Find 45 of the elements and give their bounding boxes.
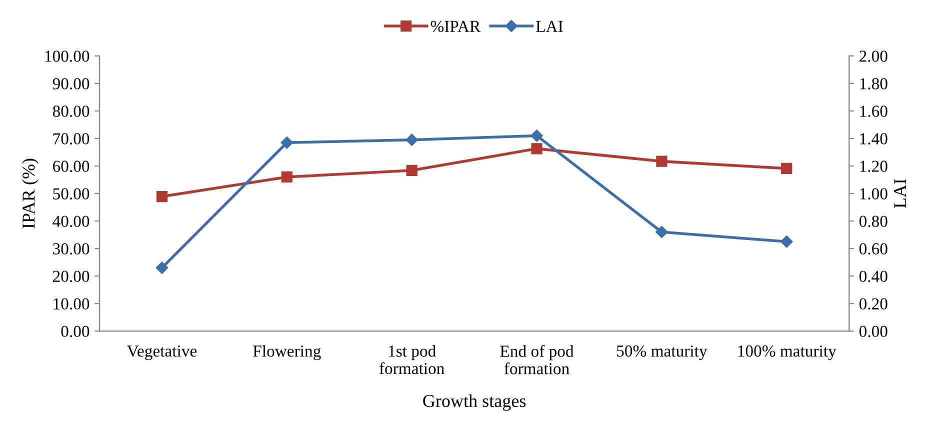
y2-tick-label: 1.60 <box>860 106 888 117</box>
y2-tick-label: 1.00 <box>860 188 888 200</box>
y2-tick-label: 2.00 <box>860 50 888 62</box>
x-tick-label: 1st pod formation <box>379 344 444 374</box>
y2-tick-label: 0.80 <box>859 216 888 228</box>
point <box>530 130 543 142</box>
y2-tick-label: 0.60 <box>859 243 888 255</box>
y-tick-label: 30.00 <box>53 243 90 255</box>
point <box>531 143 542 154</box>
x-tick-label: Flowering <box>253 344 321 360</box>
y-tick-label: 60.00 <box>53 160 90 172</box>
point <box>656 226 668 238</box>
y-tick-label: 20.00 <box>53 270 90 282</box>
x-tick-label: End of pod formation <box>500 344 574 374</box>
x-tick-label: Vegetative <box>126 345 197 360</box>
point <box>406 164 418 176</box>
point <box>156 262 168 274</box>
point <box>656 156 668 167</box>
y2-tick-label: 1.20 <box>860 160 888 172</box>
y-tick-label: 40.00 <box>52 216 90 228</box>
x-tick-label: 50% maturity <box>617 345 708 360</box>
point <box>780 236 793 248</box>
x-axis-title: Growth stages <box>423 394 526 411</box>
y-axis-title: IPAR (%) <box>22 158 38 228</box>
y-tick-label: 50.00 <box>53 188 90 200</box>
y2-axis-title: LAI <box>894 179 906 208</box>
y2-tick-label: 0.40 <box>859 270 888 282</box>
y2-tick-label: 1.40 <box>860 133 888 144</box>
point <box>156 190 168 202</box>
y-tick-label: 70.00 <box>53 133 90 144</box>
legend-label: LAI <box>536 20 563 32</box>
point <box>281 171 292 183</box>
y-tick-label: 0.00 <box>61 326 90 338</box>
y2-tick-label: 1.80 <box>860 78 888 90</box>
y-tick-label: 100.00 <box>45 50 90 62</box>
y2-tick-label: 0.00 <box>859 326 888 338</box>
legend-label: %IPAR <box>430 20 481 32</box>
point <box>280 136 293 149</box>
y-tick-label: 90.00 <box>52 78 90 90</box>
point <box>406 134 418 146</box>
y-tick-label: 80.00 <box>52 106 90 117</box>
x-tick-label: 100% maturity <box>738 345 836 360</box>
y-tick-label: 10.00 <box>54 298 90 310</box>
point <box>781 162 792 174</box>
y2-tick-label: 0.20 <box>859 298 888 310</box>
